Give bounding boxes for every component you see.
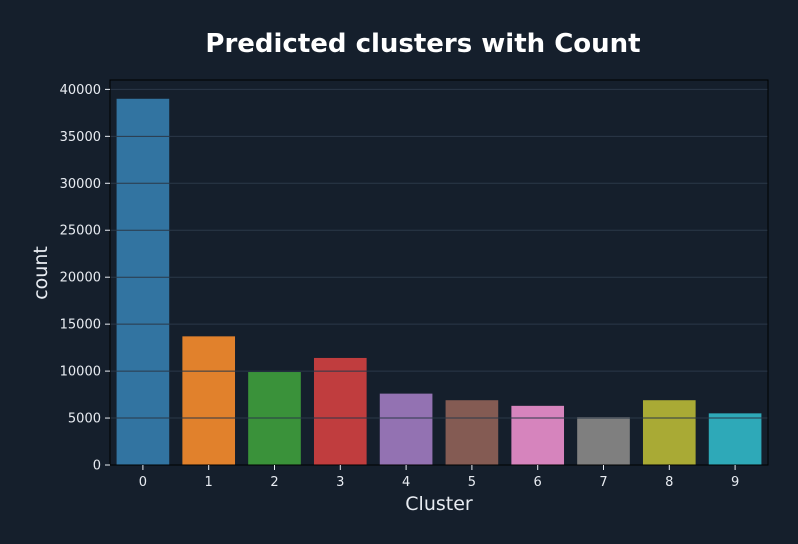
x-tick-label: 3 xyxy=(336,475,344,490)
bar-cluster-5 xyxy=(445,400,499,465)
plot-frame xyxy=(109,79,769,466)
y-tick-label: 15000 xyxy=(60,318,101,333)
bar-cluster-0 xyxy=(116,98,170,465)
bar-cluster-4 xyxy=(379,393,433,465)
x-tick-label: 6 xyxy=(534,475,542,490)
x-tick-label: 8 xyxy=(665,475,673,490)
y-tick-label: 20000 xyxy=(60,271,101,286)
x-tick-label: 9 xyxy=(731,475,739,490)
y-tick-label: 5000 xyxy=(68,412,101,427)
y-tick-label: 0 xyxy=(93,459,101,474)
y-tick-label: 30000 xyxy=(60,177,101,192)
y-tick-label: 35000 xyxy=(60,130,101,145)
y-tick-label: 40000 xyxy=(60,83,101,98)
bar-cluster-7 xyxy=(577,417,630,465)
y-axis-label: count xyxy=(30,246,52,300)
bar-cluster-8 xyxy=(642,400,696,465)
bar-cluster-6 xyxy=(511,405,565,465)
x-axis-label: Cluster xyxy=(405,493,473,515)
x-tick-label: 0 xyxy=(139,475,147,490)
x-axis-ticks: 0 1 2 3 4 5 6 7 8 9 xyxy=(139,465,739,490)
y-tick-label: 10000 xyxy=(60,365,101,380)
chart-title: Predicted clusters with Count xyxy=(205,29,640,59)
y-tick-label: 25000 xyxy=(60,224,101,239)
x-tick-label: 7 xyxy=(599,475,607,490)
x-tick-label: 2 xyxy=(270,475,278,490)
bar-cluster-9 xyxy=(708,413,762,465)
y-axis-ticks: 0 5000 10000 15000 20000 25000 30000 35000 40000 xyxy=(60,83,110,474)
x-tick-label: 5 xyxy=(468,475,476,490)
bar-cluster-1 xyxy=(182,336,236,465)
bars xyxy=(116,98,762,465)
x-tick-label: 1 xyxy=(205,475,213,490)
x-tick-label: 4 xyxy=(402,475,410,490)
bar-cluster-3 xyxy=(313,357,367,465)
